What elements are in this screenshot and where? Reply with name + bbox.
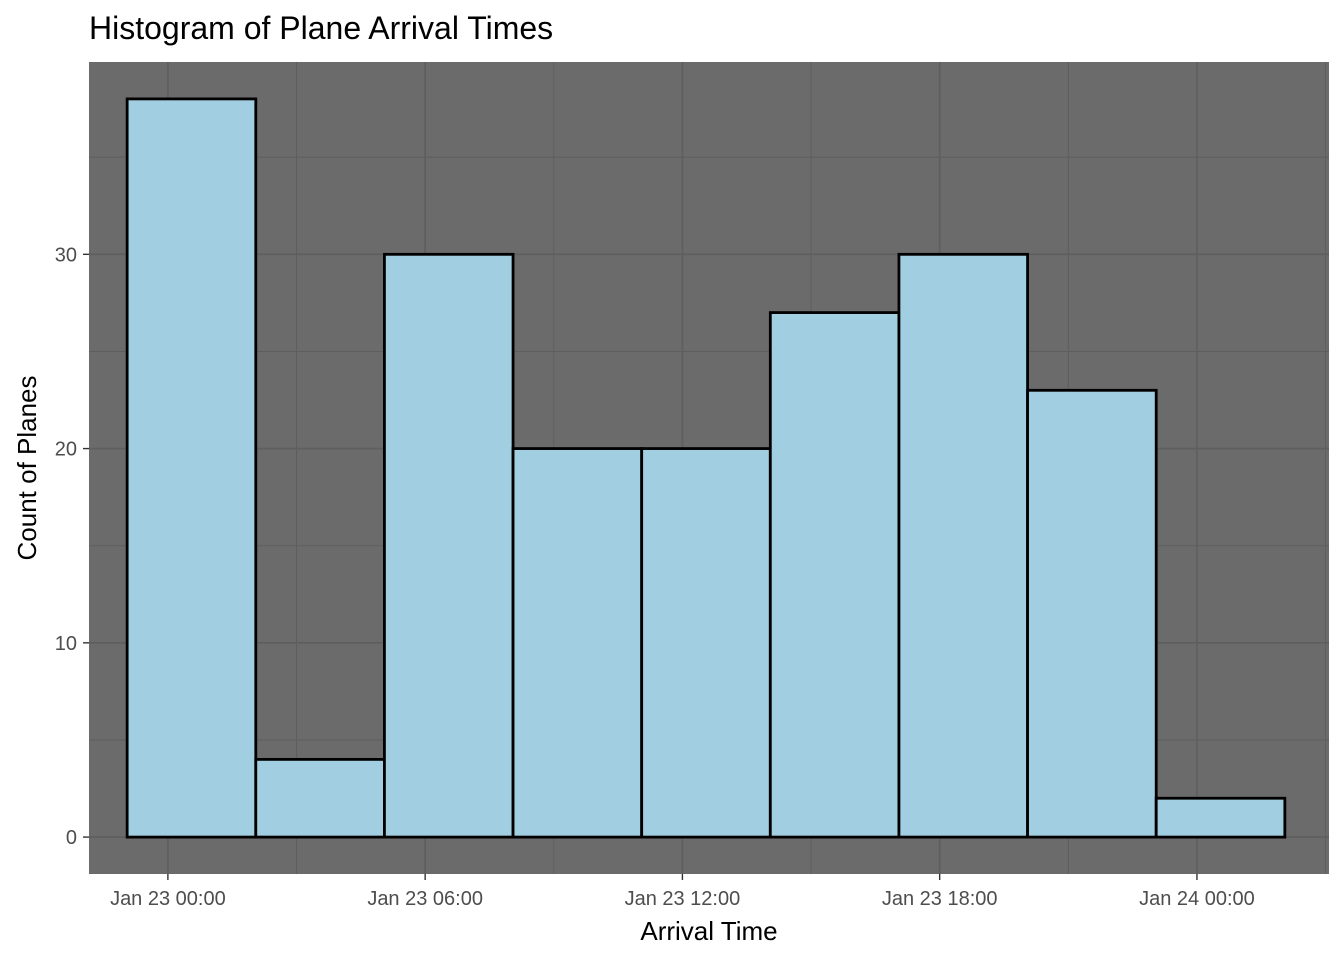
y-tick-label: 0 xyxy=(66,827,77,849)
x-tick-label: Jan 23 06:00 xyxy=(367,888,483,910)
x-tick-label: Jan 23 12:00 xyxy=(625,888,741,910)
histogram-bar xyxy=(1154,796,1287,839)
chart-title: Histogram of Plane Arrival Times xyxy=(89,10,553,46)
x-tick-label: Jan 23 18:00 xyxy=(882,888,998,910)
histogram-bar xyxy=(768,311,901,839)
x-axis-title: Arrival Time xyxy=(640,916,777,946)
histogram-bars xyxy=(125,97,1287,839)
x-tick-label: Jan 24 00:00 xyxy=(1139,888,1255,910)
x-tick-label: Jan 23 00:00 xyxy=(110,888,226,910)
histogram-bar xyxy=(897,252,1029,839)
histogram-bar xyxy=(640,447,772,839)
histogram-bar xyxy=(254,757,386,839)
histogram-bar xyxy=(1026,388,1158,839)
y-axis: 0 10 20 30 xyxy=(55,244,89,849)
y-tick-label: 30 xyxy=(55,244,77,266)
histogram-bar xyxy=(383,252,515,839)
y-tick-label: 10 xyxy=(55,633,77,655)
x-axis: Jan 23 00:00 Jan 23 06:00 Jan 23 12:00 Jan … xyxy=(110,874,1255,910)
histogram-bar xyxy=(125,97,258,839)
histogram-bar xyxy=(511,447,644,839)
y-tick-label: 20 xyxy=(55,439,77,461)
y-axis-title: Count of Planes xyxy=(12,375,42,560)
